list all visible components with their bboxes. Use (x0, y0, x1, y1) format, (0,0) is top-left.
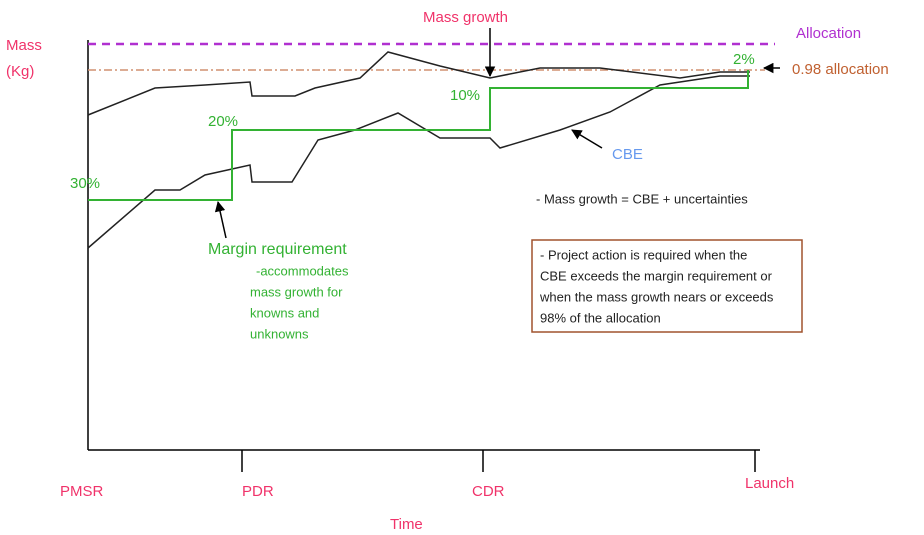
action-box (531, 239, 803, 333)
axes (87, 40, 760, 472)
action-line: CBE exceeds the margin requirement or (540, 268, 773, 283)
arrows (214, 28, 780, 239)
milestone: PMSR (60, 483, 104, 500)
margin-note-line: mass growth for (250, 284, 343, 299)
time-label: Time (390, 516, 423, 533)
milestone: PDR (242, 483, 274, 500)
action-line: 98% of the allocation (540, 310, 661, 325)
mass-growth-line (87, 51, 750, 116)
cbe-line (87, 75, 750, 249)
margin-20: 20% (208, 113, 238, 130)
margin-10: 10% (450, 87, 480, 104)
mass-growth-label: Mass growth (423, 9, 508, 26)
margin-30: 30% (70, 175, 100, 192)
action-line: when the mass growth nears or exceeds (539, 289, 774, 304)
allocation-98-label: 0.98 allocation (792, 61, 889, 78)
margin-2: 2% (733, 51, 755, 68)
milestone: Launch (745, 475, 794, 492)
margin-note-line: -accommodates (256, 263, 349, 278)
margin-note-line: knowns and (250, 305, 319, 320)
action-line: - Project action is required when the (540, 247, 747, 262)
margin-note-line: unknowns (250, 326, 309, 341)
equation: - Mass growth = CBE + uncertainties (536, 191, 748, 206)
margin-note-title: Margin requirement (208, 241, 347, 258)
kg-label: (Kg) (6, 63, 34, 80)
milestone: CDR (472, 483, 505, 500)
cbe-label: CBE (612, 146, 643, 163)
allocation-label: Allocation (796, 25, 861, 42)
margin-line (88, 70, 749, 201)
mass-label: Mass (6, 37, 42, 54)
